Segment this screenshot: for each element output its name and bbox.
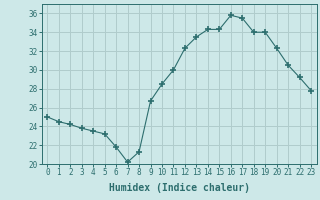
X-axis label: Humidex (Indice chaleur): Humidex (Indice chaleur)	[109, 183, 250, 193]
